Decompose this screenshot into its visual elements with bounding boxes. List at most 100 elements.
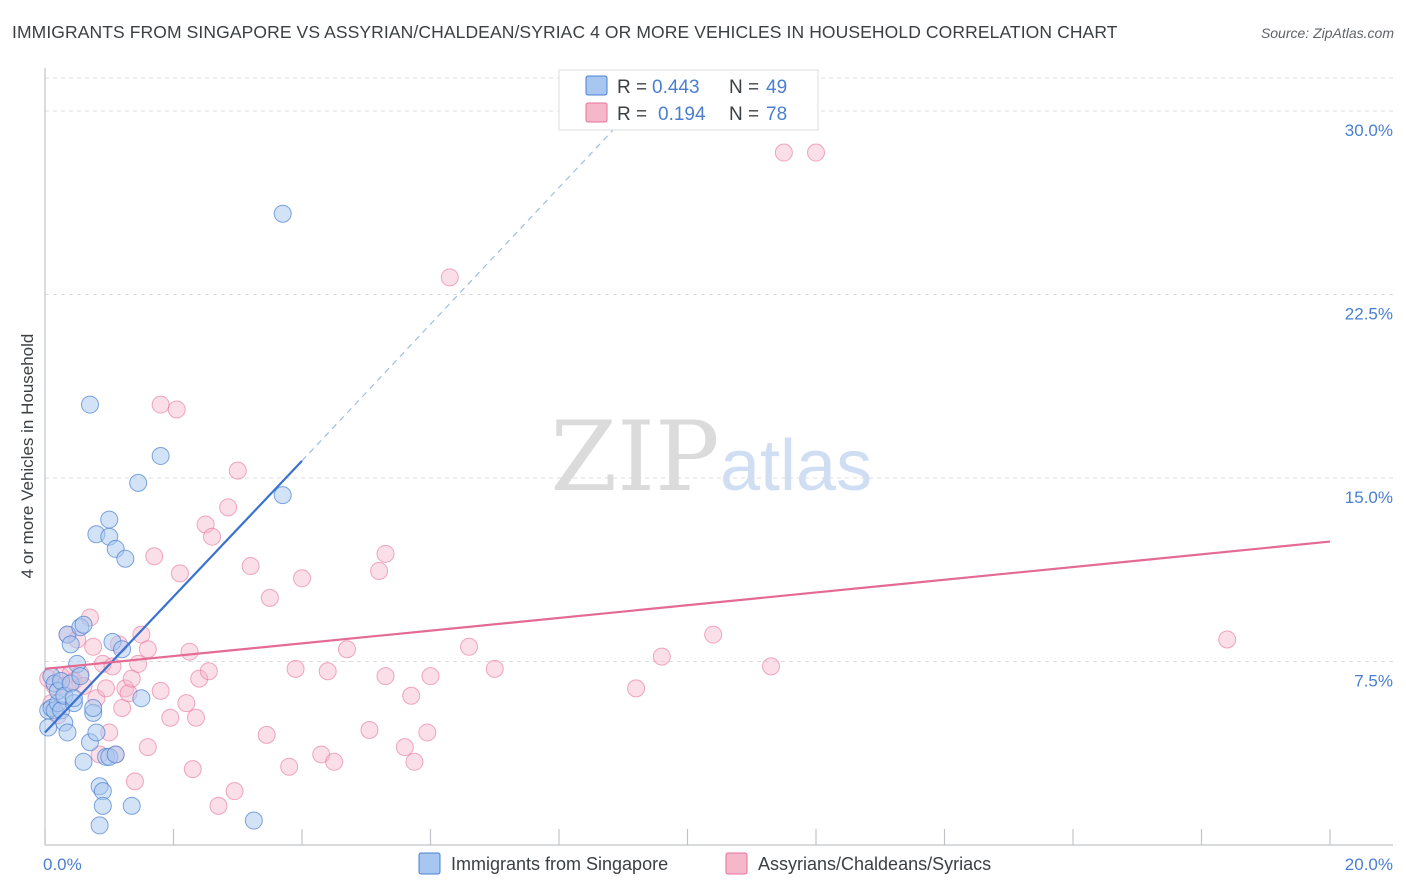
legend-n-label-assyrians: N = [729,104,759,125]
y-tick-label: 7.5% [1354,671,1393,690]
point-assyrians [370,561,389,580]
point-assyrians [180,642,199,661]
legend-r-value-assyrians: 0.194 [658,104,706,125]
point-singapore [122,796,141,815]
legend-n-label-singapore: N = [729,77,759,98]
point-assyrians [97,679,116,698]
point-assyrians [360,720,379,739]
point-assyrians [807,143,825,162]
point-assyrians [325,752,344,771]
point-assyrians [170,564,189,583]
point-assyrians [225,782,244,801]
point-assyrians [167,400,186,419]
point-assyrians [337,640,356,659]
trendline-singapore-extension [301,98,643,462]
point-assyrians [704,625,723,644]
legend-r-label-assyrians: R = [617,104,647,125]
point-singapore [71,667,90,686]
bottom-legend-swatch-singapore [418,852,441,875]
trendline-assyrians [44,540,1331,670]
point-assyrians [203,527,222,546]
point-singapore [84,698,103,717]
watermark: ZIP atlas [550,401,872,513]
point-singapore [74,752,93,771]
point-assyrians [460,637,479,656]
legend-swatch-assyrians [585,102,608,123]
trendline-singapore [44,460,303,734]
point-assyrians [219,498,238,517]
point-assyrians [418,723,437,742]
point-singapore [273,204,292,223]
point-singapore [106,745,125,764]
point-assyrians [151,395,170,414]
trendlines [44,98,1331,734]
point-singapore [80,395,99,414]
point-assyrians [151,681,170,700]
bottom-legend-label-singapore: Immigrants from Singapore [451,854,668,874]
point-assyrians [395,738,414,757]
point-assyrians [421,667,440,686]
point-assyrians [376,667,395,686]
point-assyrians [183,760,202,779]
point-singapore [129,473,148,492]
point-assyrians [145,547,164,566]
point-singapore [100,510,119,529]
point-assyrians [125,772,144,791]
point-assyrians [241,557,260,576]
bottom-legend-label-assyrians: Assyrians/Chaldeans/Syriacs [758,854,991,874]
series-legend: Immigrants from Singapore Assyrians/Chal… [418,852,991,875]
legend-r-label-singapore: R = [617,77,647,98]
point-assyrians [1218,630,1237,649]
source-label: Source: ZipAtlas.com [1260,25,1394,41]
point-singapore [132,689,151,708]
y-tick-labels: 7.5% 15.0% 22.5% 30.0% [1345,121,1393,691]
point-singapore [64,689,83,708]
point-assyrians [774,143,793,162]
point-singapore [74,615,93,634]
legend-swatch-singapore [585,75,608,96]
point-assyrians [485,659,504,678]
point-singapore [61,635,80,654]
point-singapore [151,446,170,465]
y-tick-label: 30.0% [1345,121,1393,140]
point-assyrians [228,461,247,480]
y-tick-label: 22.5% [1345,304,1393,323]
watermark-zip: ZIP [550,401,719,513]
point-singapore [58,723,77,742]
point-assyrians [190,669,209,688]
bottom-legend-swatch-assyrians [725,852,748,875]
legend-r-value-singapore: 0.443 [652,77,700,98]
point-singapore [87,723,106,742]
legend-n-value-assyrians: 78 [766,104,787,125]
point-assyrians [177,694,196,713]
point-assyrians [209,796,228,815]
y-tick-label: 15.0% [1345,488,1393,507]
watermark-atlas: atlas [720,426,872,506]
point-assyrians [260,588,279,607]
legend-n-value-singapore: 49 [766,77,787,98]
point-assyrians [402,686,421,705]
point-assyrians [186,708,205,727]
point-singapore [244,811,263,830]
point-assyrians [161,708,180,727]
stats-legend: R = 0.443 N = 49 R = 0.194 N = 78 [558,69,819,131]
point-singapore [116,549,135,568]
point-assyrians [652,647,671,666]
point-assyrians [280,757,299,776]
x-ticks [44,829,1331,845]
point-assyrians [762,657,781,676]
point-singapore [93,796,112,815]
point-assyrians [627,679,646,698]
x-tick-label-max: 20.0% [1345,855,1393,874]
series-singapore [39,204,292,835]
point-assyrians [116,679,135,698]
x-tick-label-min: 0.0% [43,855,82,874]
point-assyrians [138,640,157,659]
point-assyrians [318,662,337,681]
point-assyrians [440,268,459,287]
point-singapore [90,816,109,835]
point-assyrians [376,544,395,563]
point-assyrians [138,738,157,757]
point-assyrians [405,752,424,771]
